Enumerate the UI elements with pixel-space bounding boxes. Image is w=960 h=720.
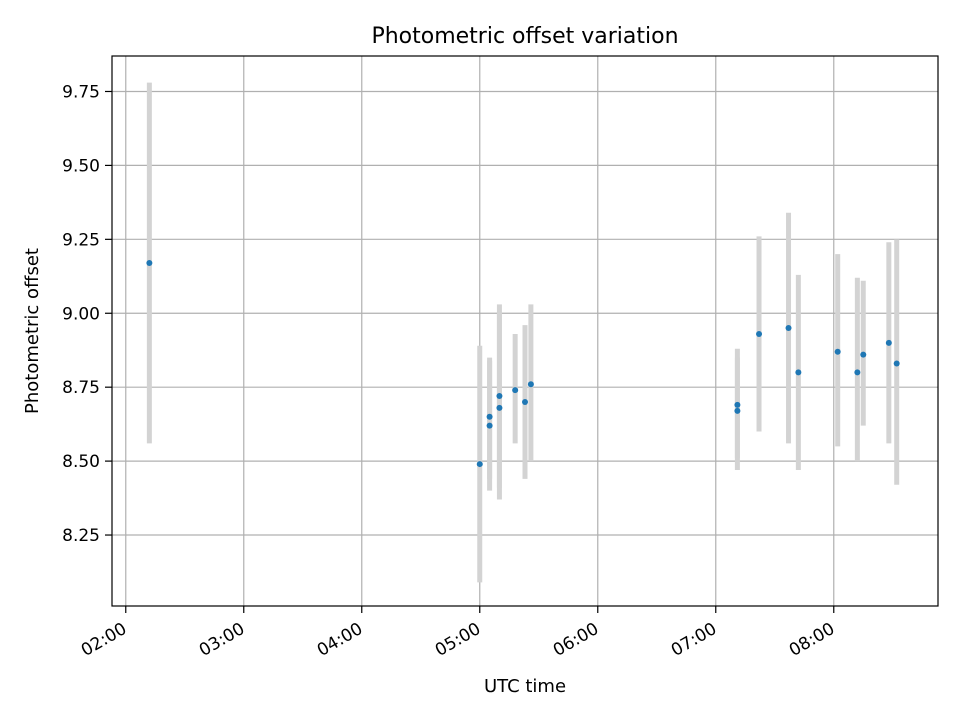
y-tick-label: 8.50: [62, 452, 100, 472]
data-point: [522, 398, 528, 405]
data-point: [854, 369, 861, 376]
data-point: [734, 401, 741, 408]
y-tick-label: 8.75: [62, 378, 100, 398]
data-point: [476, 461, 483, 468]
y-axis-ticks: 8.25 8.50 8.75 9.00 9.25 9.50 9.75: [62, 82, 112, 546]
y-tick-label: 9.25: [62, 230, 100, 250]
data-point: [486, 422, 493, 429]
data-point: [496, 404, 503, 411]
data-point: [885, 339, 892, 346]
data-point: [785, 325, 792, 332]
data-point: [795, 369, 802, 376]
y-tick-label: 9.00: [62, 304, 100, 324]
data-point: [512, 387, 519, 394]
data-point: [893, 360, 900, 367]
y-tick-label: 9.50: [62, 156, 100, 176]
data-points: [146, 259, 900, 468]
data-point: [756, 330, 763, 337]
y-tick-label: 8.25: [62, 526, 100, 546]
data-point: [527, 381, 534, 388]
plot-area-frame: [111, 55, 939, 607]
data-point: [146, 259, 153, 266]
data-point: [496, 393, 503, 400]
data-point: [486, 413, 493, 420]
chart-title: Photometric offset variation: [371, 24, 678, 49]
data-point: [734, 407, 741, 414]
y-tick-label: 9.75: [62, 82, 100, 102]
data-point: [834, 348, 841, 355]
x-axis-label: UTC time: [484, 676, 566, 697]
data-point: [860, 351, 867, 358]
y-axis-label: Photometric offset: [22, 248, 43, 414]
